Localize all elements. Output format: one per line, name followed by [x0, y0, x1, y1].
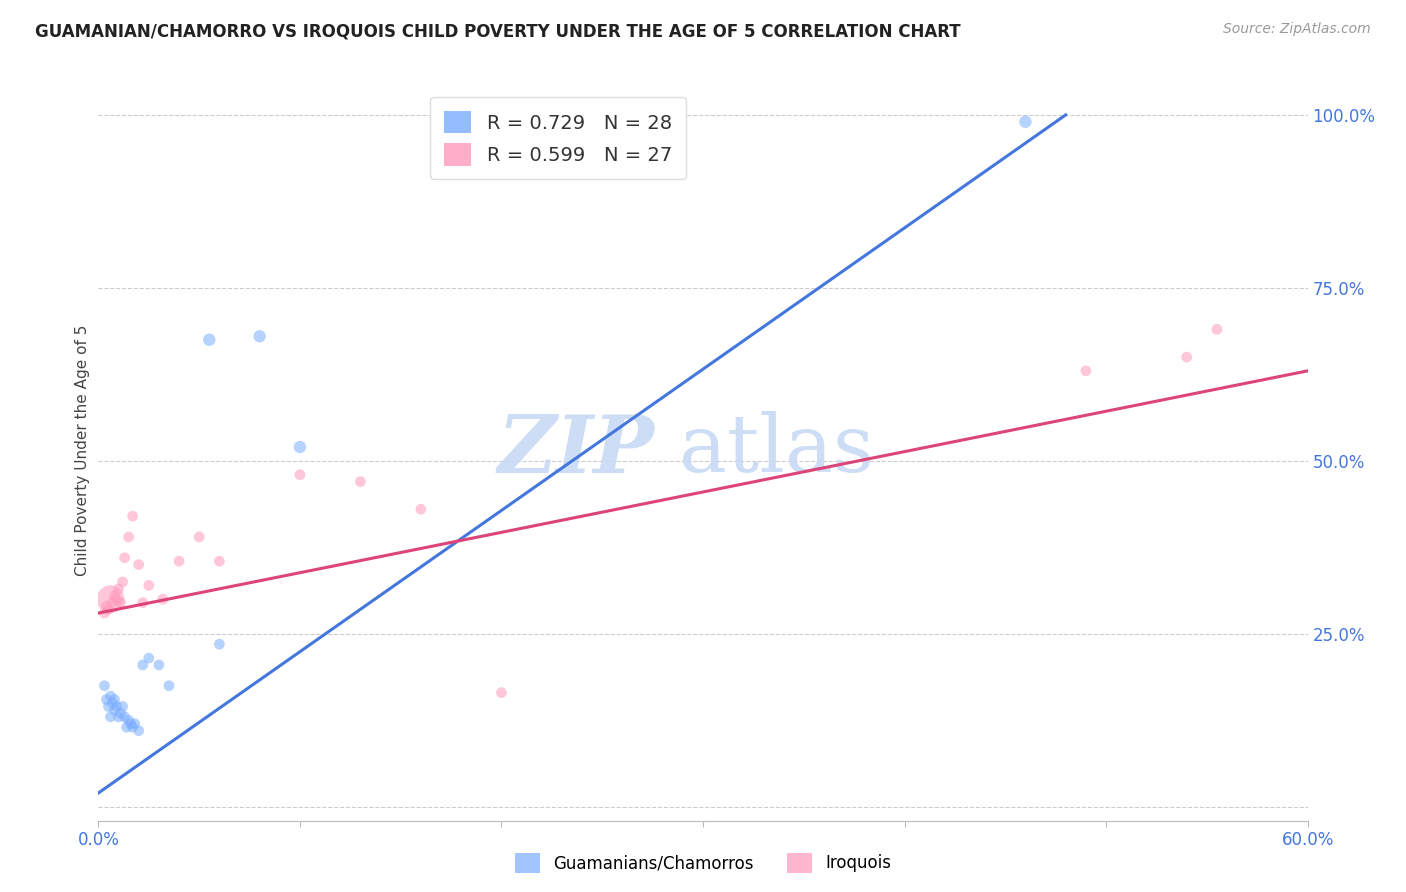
Point [110, 596, 132, 610]
Point [96, 599, 118, 614]
Point [100, 710, 122, 724]
Point [409, 502, 432, 516]
Text: Source: ZipAtlas.com: Source: ZipAtlas.com [1223, 22, 1371, 37]
Point [97, 699, 120, 714]
Point [121, 509, 143, 524]
Point [118, 714, 141, 728]
Point [107, 710, 129, 724]
Point [138, 578, 160, 592]
Point [115, 720, 138, 734]
Point [138, 651, 160, 665]
Point [103, 703, 125, 717]
Point [118, 530, 141, 544]
Text: GUAMANIAN/CHAMORRO VS IROQUOIS CHILD POVERTY UNDER THE AGE OF 5 CORRELATION CHAR: GUAMANIAN/CHAMORRO VS IROQUOIS CHILD POV… [35, 22, 960, 40]
Legend: Guamanians/Chamorros, Iroquois: Guamanians/Chamorros, Iroquois [508, 847, 898, 880]
Point [97, 602, 120, 616]
Point [167, 554, 190, 568]
Point [1074, 364, 1097, 378]
Point [93, 679, 115, 693]
Point [132, 657, 155, 672]
Point [128, 558, 150, 572]
Point [208, 637, 231, 651]
Point [103, 589, 125, 603]
Point [101, 596, 124, 610]
Point [124, 716, 146, 731]
Point [157, 679, 180, 693]
Point [114, 550, 136, 565]
Y-axis label: Child Poverty Under the Age of 5: Child Poverty Under the Age of 5 [75, 325, 90, 576]
Point [100, 592, 122, 607]
Point [188, 530, 211, 544]
Point [105, 592, 128, 607]
Point [148, 657, 170, 672]
Text: ZIP: ZIP [498, 412, 655, 489]
Point [96, 692, 118, 706]
Point [100, 689, 122, 703]
Point [288, 467, 311, 482]
Point [208, 554, 231, 568]
Point [152, 592, 174, 607]
Point [103, 692, 125, 706]
Legend: R = 0.729   N = 28, R = 0.599   N = 27: R = 0.729 N = 28, R = 0.599 N = 27 [430, 97, 686, 179]
Point [1206, 322, 1229, 336]
Point [111, 574, 134, 589]
Point [132, 596, 155, 610]
Point [288, 440, 311, 454]
Point [114, 710, 136, 724]
Text: atlas: atlas [679, 411, 875, 490]
Point [198, 333, 221, 347]
Point [93, 606, 115, 620]
Point [1014, 115, 1036, 129]
Point [249, 329, 271, 343]
Point [1175, 350, 1198, 364]
Point [491, 685, 513, 699]
Point [128, 723, 150, 738]
Point [120, 716, 142, 731]
Point [121, 720, 143, 734]
Point [105, 699, 128, 714]
Point [111, 699, 134, 714]
Point [110, 706, 132, 721]
Point [349, 475, 371, 489]
Point [101, 696, 124, 710]
Point [107, 582, 129, 596]
